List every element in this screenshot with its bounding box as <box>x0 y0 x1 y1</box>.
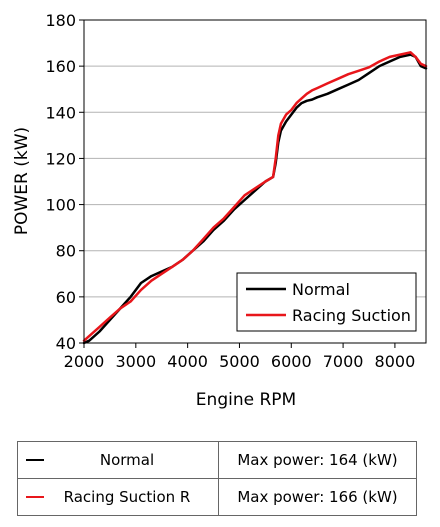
x-tick-label: 2000 <box>64 352 105 371</box>
table-cell-max-power: Max power: 166 (kW) <box>218 478 417 516</box>
series-name: Normal <box>99 451 155 469</box>
legend-box <box>236 272 417 332</box>
table-cell-max-power: Max power: 164 (kW) <box>218 441 417 479</box>
legend-label-racing-suction: Racing Suction <box>292 306 411 325</box>
series-swatch-normal <box>26 459 44 461</box>
x-axis-ticks: 2000 3000 4000 5000 6000 7000 8000 <box>64 343 416 371</box>
y-tick-label: 140 <box>45 103 76 122</box>
table-row: Racing Suction R Max power: 166 (kW) <box>17 478 417 516</box>
series-name: Racing Suction R <box>63 488 191 506</box>
x-tick-label: 3000 <box>115 352 156 371</box>
series-swatch-racing-suction <box>26 496 44 498</box>
x-tick-label: 4000 <box>167 352 208 371</box>
y-tick-label: 100 <box>45 196 76 215</box>
series-line-racing-suction <box>82 51 428 342</box>
table-cell-series: Normal <box>17 441 219 479</box>
plot-area-frame <box>83 19 427 344</box>
y-tick-label: 120 <box>45 149 76 168</box>
legend-label-normal: Normal <box>292 280 350 299</box>
series-lines <box>82 51 428 345</box>
y-tick-label: 160 <box>45 57 76 76</box>
y-tick-label: 60 <box>56 288 76 307</box>
max-power-table: Normal Max power: 164 (kW) Racing Suctio… <box>17 441 417 516</box>
legend: Normal Racing Suction <box>236 272 417 332</box>
gridlines <box>84 65 426 298</box>
power-chart: 2000 3000 4000 5000 6000 7000 8000 40 60 80 100 12… <box>12 11 428 410</box>
table-cell-series: Racing Suction R <box>17 478 219 516</box>
y-axis-title: POWER (kW) <box>12 127 32 235</box>
y-tick-label: 180 <box>45 11 76 30</box>
x-tick-label: 8000 <box>375 352 416 371</box>
y-tick-label: 80 <box>56 242 76 261</box>
x-tick-label: 7000 <box>323 352 364 371</box>
x-axis-title: Engine RPM <box>196 390 296 410</box>
x-tick-label: 5000 <box>219 352 260 371</box>
table-row: Normal Max power: 164 (kW) <box>17 441 417 479</box>
y-axis-ticks: 40 60 80 100 120 140 160 180 <box>45 11 84 353</box>
x-tick-label: 6000 <box>271 352 312 371</box>
y-tick-label: 40 <box>56 334 76 353</box>
